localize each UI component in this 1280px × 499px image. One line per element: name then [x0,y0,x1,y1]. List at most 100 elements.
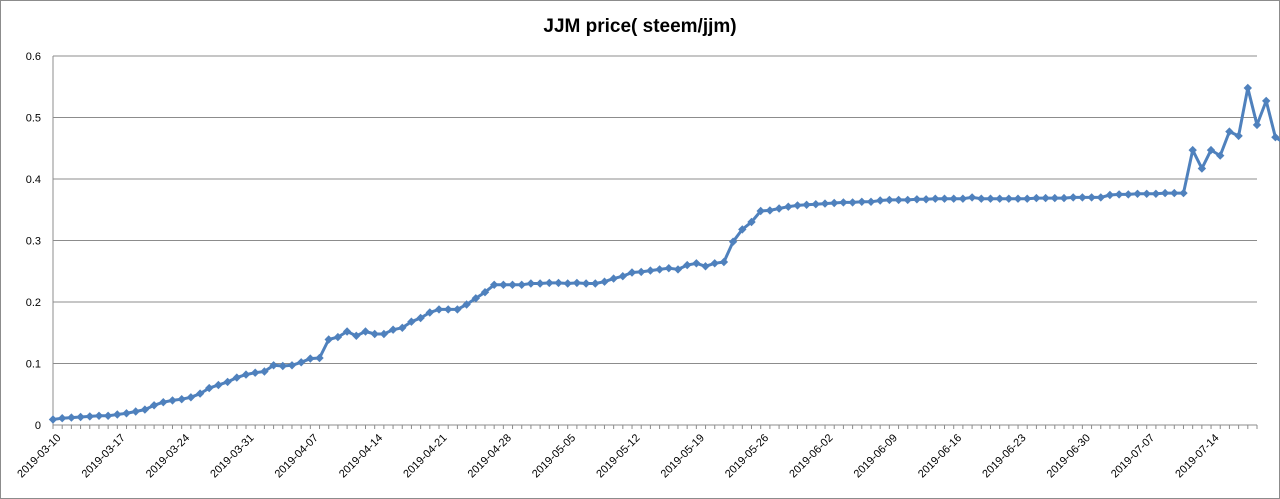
x-tick-label: 2019-06-02 [787,432,835,480]
data-point [885,196,893,204]
data-point [968,193,976,201]
data-point [1078,193,1086,201]
x-tick-label: 2019-03-17 [80,432,128,480]
axes [53,56,1257,429]
data-point [1041,194,1049,202]
data-point [214,381,222,389]
data-point [67,413,75,421]
data-point [959,195,967,203]
data-point [655,265,663,273]
data-point [564,279,572,287]
data-point [619,272,627,280]
data-point [113,410,121,418]
x-tick-label: 2019-03-10 [15,432,63,480]
x-tick-label: 2019-04-14 [337,432,385,480]
data-point [187,393,195,401]
data-point [986,195,994,203]
data-point [867,198,875,206]
data-point [104,412,112,420]
data-point [1179,189,1187,197]
y-tick-label: 0.5 [26,113,41,125]
x-tick-labels: 2019-03-10 2019-03-17 2019-03-24 2019-03-31… [15,432,1221,480]
y-tick-label: 0.6 [26,51,41,63]
data-point [1133,190,1141,198]
data-point [1060,194,1068,202]
data-point [1106,191,1114,199]
data-point [922,195,930,203]
data-point [1152,190,1160,198]
data-point [435,305,443,313]
data-point [996,195,1004,203]
data-point [297,358,305,366]
grid-lines [53,56,1257,364]
x-tick-label: 2019-04-21 [401,432,449,480]
data-point [646,266,654,274]
data-point [821,199,829,207]
x-tick-label: 2019-07-07 [1109,432,1157,480]
data-point [1069,193,1077,201]
data-point [848,198,856,206]
data-point [444,305,452,313]
data-point [242,370,250,378]
x-tick-label: 2019-05-05 [530,432,578,480]
x-tick-label: 2019-03-24 [144,432,192,480]
data-point [802,201,810,209]
data-point [1032,194,1040,202]
data-point [876,196,884,204]
data-point [95,412,103,420]
x-tick-label: 2019-06-23 [980,432,1028,480]
data-point [86,412,94,420]
data-point [536,279,544,287]
data-point [1124,190,1132,198]
data-point [600,278,608,286]
data-point [812,200,820,208]
data-point [839,198,847,206]
data-point [76,413,84,421]
series-line [53,88,1280,420]
data-point [49,415,57,423]
data-point [159,398,167,406]
data-point [894,196,902,204]
data-point [508,281,516,289]
data-point [1023,195,1031,203]
data-point [306,354,314,362]
x-tick-label: 2019-06-16 [916,432,964,480]
data-point [628,268,636,276]
data-point [573,279,581,287]
y-tick-label: 0.1 [26,359,41,371]
data-point [1115,190,1123,198]
y-tick-label: 0 [35,420,41,432]
data-point [1170,189,1178,197]
data-point [637,268,645,276]
data-point [1253,121,1261,129]
x-tick-label: 2019-06-30 [1045,432,1093,480]
x-tick-label: 2019-05-19 [659,432,707,480]
data-point [288,361,296,369]
data-point [793,201,801,209]
data-point [701,262,709,270]
data-point [940,195,948,203]
data-point [178,395,186,403]
data-point [1014,195,1022,203]
data-point [711,259,719,267]
data-point [766,206,774,214]
data-point [518,281,526,289]
series-group [49,84,1280,424]
data-point [1087,193,1095,201]
data-point [168,396,176,404]
data-point [1262,97,1270,105]
data-point [1051,194,1059,202]
data-point [1005,195,1013,203]
data-point [582,279,590,287]
data-point [931,195,939,203]
data-point [775,204,783,212]
data-point [1244,84,1252,92]
x-tick-label: 2019-05-12 [594,432,642,480]
data-point [609,274,617,282]
data-point [1097,193,1105,201]
y-tick-label: 0.2 [26,297,41,309]
data-point [554,279,562,287]
x-tick-label: 2019-05-26 [723,432,771,480]
data-point [692,259,700,267]
